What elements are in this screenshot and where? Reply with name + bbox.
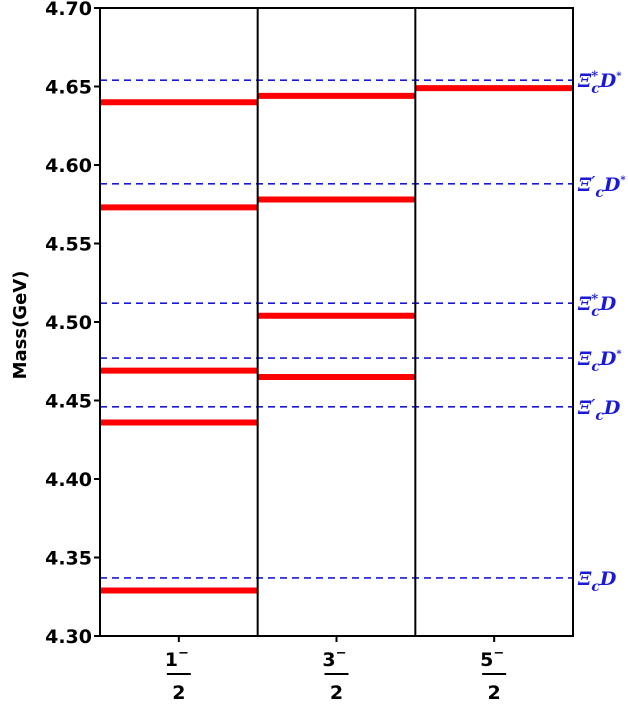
x-tick-label-numerator: 1− (165, 646, 189, 671)
y-tick-label: 4.35 (45, 548, 92, 570)
y-tick-label: 4.50 (45, 312, 92, 334)
x-tick-label-numerator: 5− (480, 646, 504, 671)
threshold-label: ΞcD (577, 568, 617, 595)
y-axis-label: Mass(GeV) (10, 271, 31, 380)
threshold-label: Ξ* cD (577, 292, 617, 320)
y-tick-label: 4.60 (45, 155, 92, 177)
x-tick-label-denominator: 2 (488, 682, 501, 704)
y-tick-label: 4.65 (45, 77, 92, 99)
threshold-label: Ξ′cD (577, 396, 621, 424)
y-tick-label: 4.55 (45, 234, 92, 256)
y-tick-label: 4.45 (45, 391, 92, 413)
x-tick-label-numerator: 3− (322, 646, 346, 671)
y-tick-label: 4.70 (45, 0, 92, 20)
threshold-label: ΞcD* (577, 348, 622, 375)
y-tick-label: 4.40 (45, 469, 92, 491)
y-tick-label: 4.30 (45, 626, 92, 648)
x-tick-label-denominator: 2 (172, 682, 185, 704)
threshold-label: Ξ* cD* (577, 69, 622, 97)
plot-area: 4.30 4.35 4.40 4.45 4.50 4.55 4.60 4.65 4.70 1− 2 3… (45, 0, 626, 704)
x-tick-label-denominator: 2 (330, 682, 343, 704)
threshold-label: Ξ′cD* (577, 173, 626, 201)
